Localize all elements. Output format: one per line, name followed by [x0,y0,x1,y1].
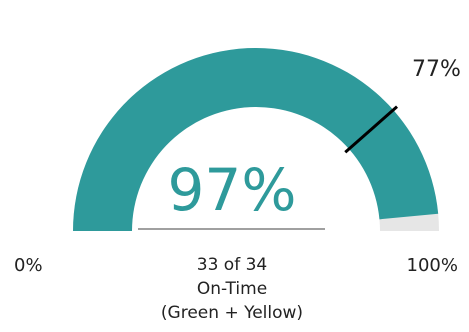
detail-status: On-Time [197,279,267,299]
gauge-target-marker [344,105,399,154]
detail-criteria: (Green + Yellow) [161,303,303,323]
min-label: 0% [14,255,43,276]
detail-count: 33 of 34 [197,255,267,275]
gauge-value: 97% [168,156,297,224]
target-label: 77% [412,57,461,82]
max-label: 100% [407,255,458,276]
gauge-fill-arc [72,47,439,232]
